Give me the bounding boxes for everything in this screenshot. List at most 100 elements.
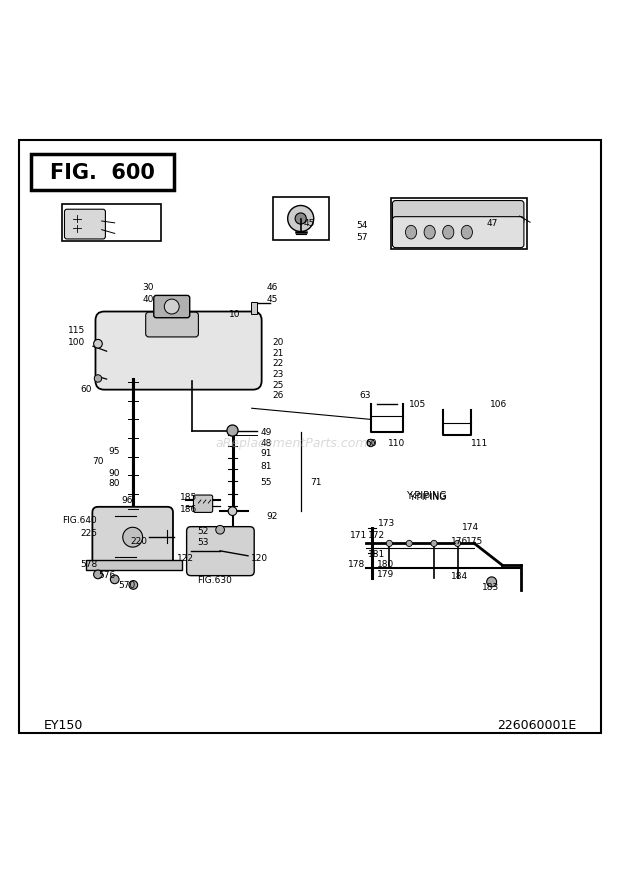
Text: 105: 105 [409,400,427,409]
Circle shape [295,214,306,225]
FancyBboxPatch shape [193,496,213,513]
Text: 100: 100 [68,338,86,346]
Text: 47: 47 [487,218,498,227]
Text: FIG.630: FIG.630 [197,575,232,584]
Ellipse shape [405,226,417,239]
Circle shape [386,541,392,547]
Text: Y-PIPING: Y-PIPING [409,493,446,502]
Ellipse shape [424,226,435,239]
Text: 184: 184 [451,572,469,581]
Circle shape [367,439,374,447]
Text: 181: 181 [368,550,385,559]
Text: EY150: EY150 [43,718,83,731]
Bar [62,204,161,241]
Text: 10: 10 [229,310,241,319]
Circle shape [164,300,179,315]
Circle shape [94,375,102,382]
Text: 21: 21 [273,348,284,358]
Circle shape [227,425,238,437]
Text: 220: 220 [130,536,147,545]
Text: 173: 173 [378,519,396,528]
Bar [391,199,527,250]
Text: 225: 225 [81,528,97,537]
Text: 54: 54 [356,220,368,230]
Text: 81: 81 [260,461,272,470]
Text: 40: 40 [143,295,154,303]
Text: 570: 570 [118,581,135,589]
Circle shape [288,206,314,232]
Text: 122: 122 [177,553,193,562]
Text: 179: 179 [377,570,394,579]
Text: 45: 45 [267,295,278,303]
Text: 22: 22 [273,359,284,368]
Text: 52: 52 [197,527,208,536]
Text: 576: 576 [98,570,115,579]
Circle shape [487,577,497,587]
Text: Y-PIPING: Y-PIPING [406,490,447,501]
FancyBboxPatch shape [92,507,173,567]
Circle shape [94,570,102,579]
Text: 80: 80 [108,479,120,488]
Text: aReplacementParts.com: aReplacementParts.com [215,437,368,450]
Text: 53: 53 [197,538,209,546]
Text: 226060001E: 226060001E [497,718,577,731]
Text: 45: 45 [304,218,315,227]
Circle shape [406,541,412,547]
Text: 30: 30 [143,282,154,291]
Text: 60: 60 [366,439,378,448]
Text: FIG.640: FIG.640 [62,516,97,524]
Text: 96: 96 [121,496,133,505]
Text: 111: 111 [471,439,489,448]
FancyBboxPatch shape [64,210,105,239]
Circle shape [110,575,119,584]
Text: 110: 110 [388,439,405,448]
Bar [251,303,257,315]
FancyBboxPatch shape [95,312,262,390]
Text: 91: 91 [260,449,272,458]
FancyBboxPatch shape [392,202,524,225]
Text: 25: 25 [273,380,284,389]
FancyBboxPatch shape [146,313,198,338]
Circle shape [228,507,237,516]
Text: 26: 26 [273,390,284,400]
Circle shape [94,340,102,349]
Text: 92: 92 [267,511,278,520]
Text: 186: 186 [180,504,197,513]
Circle shape [123,528,143,547]
Text: 180: 180 [377,560,394,568]
Text: 171: 171 [350,530,368,539]
Circle shape [129,581,138,589]
Text: 185: 185 [180,493,197,502]
Text: 63: 63 [360,390,371,400]
Text: 70: 70 [92,457,104,466]
Text: 57: 57 [356,232,368,242]
Circle shape [216,526,224,534]
Text: 174: 174 [462,522,479,531]
Bar [273,198,329,240]
Text: 60: 60 [81,384,92,394]
Text: 48: 48 [260,438,272,447]
Text: 23: 23 [273,369,284,379]
Ellipse shape [443,226,454,239]
Text: 178: 178 [348,560,366,568]
Text: 120: 120 [251,553,268,562]
Text: 172: 172 [368,530,385,539]
Text: 95: 95 [108,446,120,455]
Circle shape [454,541,461,547]
Text: 176: 176 [451,536,469,545]
Text: 71: 71 [310,477,322,487]
Text: 175: 175 [466,536,484,545]
Circle shape [431,541,437,547]
Text: 578: 578 [81,560,98,568]
FancyBboxPatch shape [392,217,524,248]
FancyBboxPatch shape [187,527,254,576]
Text: FIG.  600: FIG. 600 [50,163,155,182]
Ellipse shape [461,226,472,239]
Text: 46: 46 [267,282,278,291]
Text: 115: 115 [68,325,86,335]
Text: 49: 49 [260,428,272,437]
FancyBboxPatch shape [154,296,190,318]
Text: 55: 55 [260,477,272,487]
Text: 106: 106 [490,400,507,409]
Bar [86,560,182,570]
